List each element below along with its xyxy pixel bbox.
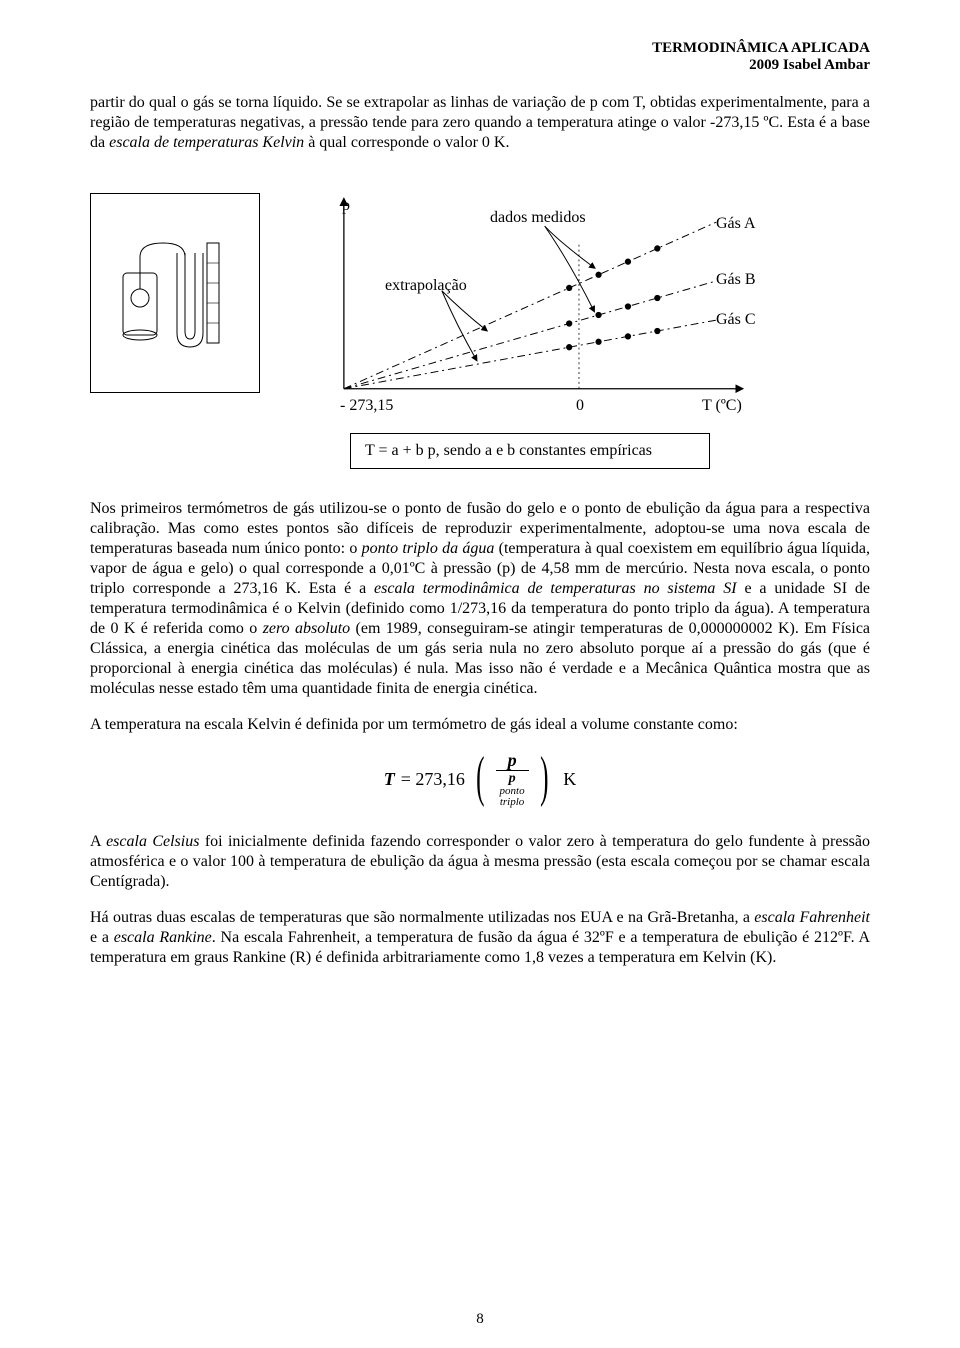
kelvin-equation: T = 273,16 ( p p ponto triplo ) K: [90, 751, 870, 808]
plot-xaxis-label: T (ºC): [702, 397, 742, 415]
header-line1: TERMODINÂMICA APLICADA: [90, 40, 870, 57]
paragraph-5: Há outras duas escalas de temperaturas q…: [90, 908, 870, 968]
page-header: TERMODINÂMICA APLICADA 2009 Isabel Ambar: [90, 40, 870, 75]
page-number: 8: [0, 1311, 960, 1328]
paragraph-4: A escala Celsius foi inicialmente defini…: [90, 832, 870, 892]
para5-text-a: Há outras duas escalas de temperaturas q…: [90, 909, 754, 926]
plot-dados-label: dados medidos: [490, 209, 586, 227]
eq-den-p: p: [509, 771, 516, 786]
apparatus-svg: [115, 213, 235, 373]
para5-italic-2: escala Rankine: [114, 929, 212, 946]
eq-lhs: T: [384, 769, 395, 790]
para1-italic: escala de temperaturas Kelvin: [109, 134, 304, 151]
plot-y-label: p: [342, 197, 350, 215]
para4-text-a: A: [90, 833, 106, 850]
eq-den-sub2: triplo: [500, 797, 525, 808]
para5-italic-1: escala Fahrenheit: [754, 909, 870, 926]
plot-gasB-label: Gás B: [716, 271, 756, 289]
para2-italic-1: ponto triplo da água: [362, 540, 495, 557]
para1-text-b: à qual corresponde o valor 0 K.: [304, 134, 509, 151]
para4-italic: escala Celsius: [106, 833, 199, 850]
para5-text-b: e a: [90, 929, 114, 946]
plot-xzero-label: 0: [576, 397, 584, 415]
figure-row: p dados medidos extrapolação Gás A Gás B…: [90, 183, 870, 423]
eq-rparen: ): [540, 753, 548, 801]
para4-text-b: foi inicialmente definida fazendo corres…: [90, 833, 870, 890]
eq-eq: = 273,16: [401, 769, 465, 790]
pressure-temperature-plot: p dados medidos extrapolação Gás A Gás B…: [300, 183, 870, 423]
eq-num: p: [504, 751, 521, 770]
paragraph-1: partir do qual o gás se torna líquido. S…: [90, 93, 870, 153]
plot-gasC-label: Gás C: [716, 311, 756, 329]
paragraph-2: Nos primeiros termómetros de gás utilizo…: [90, 499, 870, 699]
paragraph-3: A temperatura na escala Kelvin é definid…: [90, 715, 870, 735]
plot-extrap-label: extrapolação: [385, 277, 467, 295]
eq-fraction: p p ponto triplo: [496, 751, 529, 808]
eq-den-sub1: ponto: [500, 786, 525, 797]
formula-box: T = a + b p, sendo a e b constantes empí…: [350, 433, 710, 469]
plot-xleft-label: - 273,15: [340, 397, 393, 415]
header-line2: 2009 Isabel Ambar: [90, 57, 870, 74]
eq-lparen: (: [476, 753, 484, 801]
apparatus-diagram: [90, 193, 260, 393]
para2-italic-3: zero absoluto: [263, 620, 350, 637]
eq-unit: K: [563, 769, 576, 790]
para2-italic-2: escala termodinâmica de temperaturas no …: [374, 580, 737, 597]
plot-gasA-label: Gás A: [716, 215, 756, 233]
